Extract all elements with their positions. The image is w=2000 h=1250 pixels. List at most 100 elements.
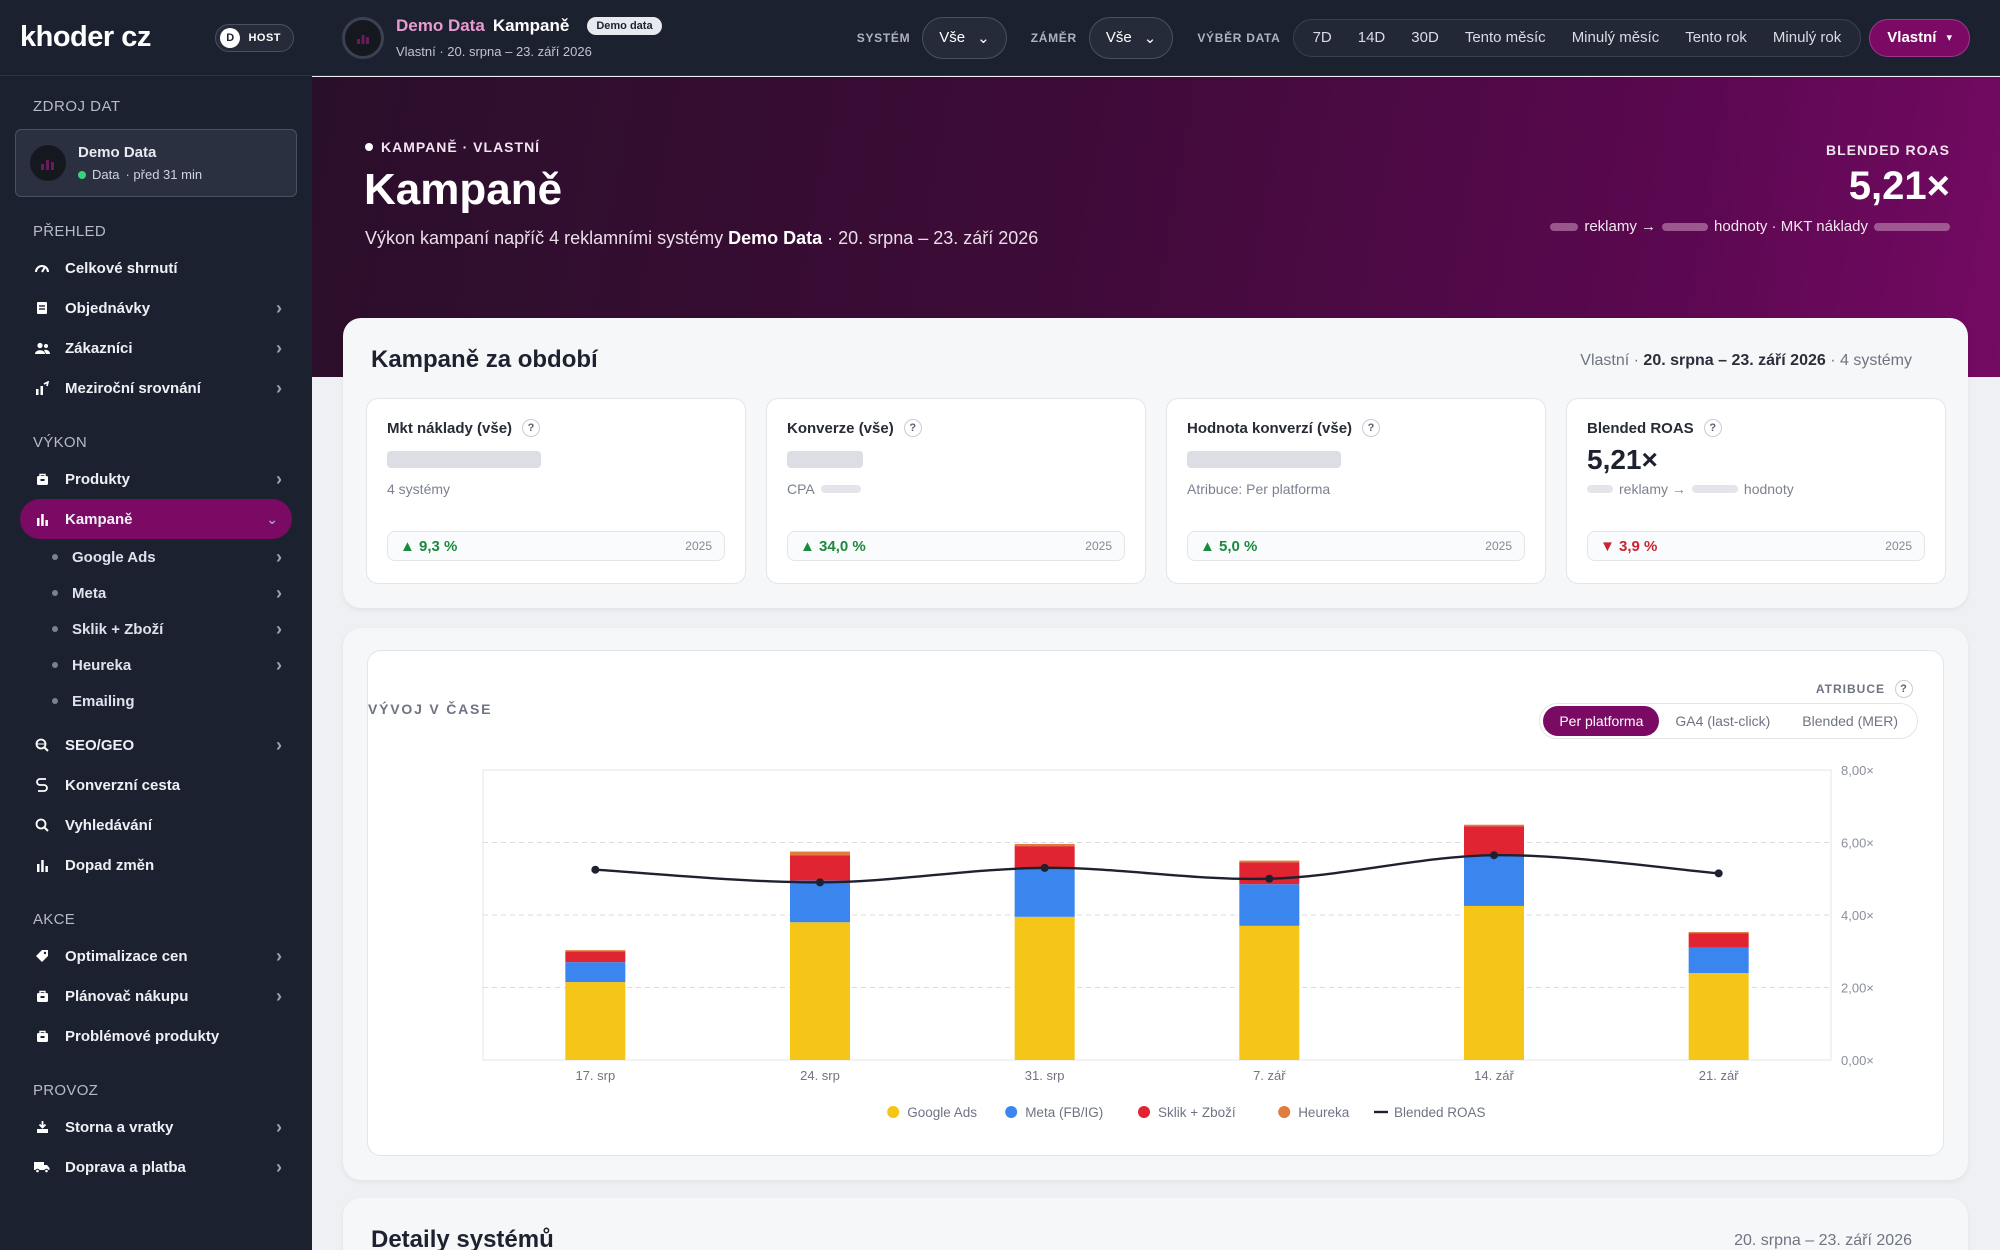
redacted-value [1691,485,1738,493]
formula-part-b: hodnoty · MKT náklady [1714,218,1868,235]
summary-title: Kampaně za období [371,346,598,373]
sidebar-item-doprava-a-platba[interactable]: Doprava a platba › [0,1147,312,1187]
sidebar-item-dopad-zmen[interactable]: Dopad změn [0,845,312,885]
kpi-card-conversions[interactable]: Konverze (vše)? CPA ▲ 34,0 % 2025 [766,398,1146,584]
help-icon[interactable]: ? [1895,680,1913,698]
sidebar-item-optimalizace-cen[interactable]: Optimalizace cen › [0,936,312,976]
host-badge[interactable]: D HOST [215,23,294,52]
point-blended-roas [591,865,600,874]
truck-icon [34,1159,50,1175]
sidebar-subitem-label: Sklik + Zboží [72,620,164,638]
bar-heureka [1688,932,1749,934]
legend-swatch-sklik-zbozi [1138,1106,1150,1118]
zamer-select[interactable]: Vše ⌄ [1088,16,1174,59]
sidebar-item-konverzni-cesta[interactable]: Konverzní cesta [0,765,312,805]
attribution-label: ATRIBUCE ? [1816,680,1913,698]
brand-logo[interactable]: khoder cz [20,21,151,53]
sidebar-subitem-heureka[interactable]: Heureka › [0,647,312,683]
sidebar-item-label: Dopad změn [65,856,155,874]
chart-heading: VÝVOJ V ČASE [368,701,493,717]
sidebar-item-planovac-nakupu[interactable]: Plánovač nákupu › [0,976,312,1016]
redacted-value [1550,222,1579,231]
summary-meta-prefix: Vlastní · [1580,352,1644,369]
sidebar-subitem-meta[interactable]: Meta › [0,575,312,611]
redacted-value [1587,485,1613,493]
help-icon[interactable]: ? [903,419,922,437]
y-tick-label: 8,00× [1841,763,1874,778]
formula-part-a: reklamy → [1584,218,1657,235]
bar-sklik-zbozi [1464,826,1524,856]
arrow-up-icon: ▲ [400,537,420,555]
hero-kicker: KAMPANĚ · VLASTNÍ [365,139,540,155]
help-icon[interactable]: ? [1703,419,1722,437]
hero-roas-formula: reklamy → hodnoty · MKT náklady [1550,218,1950,235]
chevron-down-icon: ⌄ [1143,29,1157,47]
chevron-right-icon: › [276,985,282,1006]
range-14d[interactable]: 14D [1357,29,1386,46]
hero-description: Výkon kampaní napříč 4 reklamními systém… [365,228,1038,249]
attribution-option-blended-mer[interactable]: Blended (MER) [1802,713,1898,729]
sidebar-item-vyhledavani[interactable]: Vyhledávání [0,805,312,845]
y-tick-label: 4,00× [1841,908,1874,923]
sidebar-item-storna-a-vratky[interactable]: Storna a vratky › [0,1107,312,1147]
nav-section-akce: AKCE [33,911,76,928]
details-meta: 20. srpna – 23. září 2026 [1734,1232,1912,1249]
range-tento-mesic[interactable]: Tento měsíc [1464,29,1546,46]
bar-heureka [565,950,626,952]
sidebar-item-objednavky[interactable]: Objednávky › [0,288,312,328]
custom-range-button[interactable]: Vlastní ▾ [1869,18,1970,57]
y-tick-label: 2,00× [1841,981,1874,996]
box-icon [34,1028,50,1044]
bar-sklik-zbozi [1688,933,1749,948]
sidebar-subitem-label: Heureka [72,656,132,674]
sidebar-subitem-sklik-zbozi[interactable]: Sklik + Zboží › [0,611,312,647]
campaigns-summary-panel: Kampaně za období Vlastní · 20. srpna – … [343,318,1968,608]
sidebar-item-zakaznici[interactable]: Zákazníci › [0,328,312,368]
workspace-logo-icon[interactable] [342,16,384,59]
page-title: Kampaně [492,16,570,35]
attribution-option-per-platforma[interactable]: Per platforma [1543,706,1660,736]
redacted-value [820,485,861,493]
source-logo-icon [30,145,66,181]
chevron-right-icon: › [276,618,282,639]
x-tick-label: 31. srp [1025,1068,1065,1083]
kpi-card-conversion-value[interactable]: Hodnota konverzí (vše)? Atribuce: Per pl… [1166,398,1546,584]
sidebar-item-kampane[interactable]: Kampaně ⌄ [20,499,292,539]
sidebar-item-produkty[interactable]: Produkty › [0,459,312,499]
workspace-name[interactable]: Demo Data [396,16,485,35]
sidebar-item-mezirocni-srovnani[interactable]: Meziroční srovnání › [0,368,312,408]
help-icon[interactable]: ? [1362,419,1381,437]
sidebar-subitem-emailing[interactable]: Emailing [0,683,312,719]
range-tento-rok[interactable]: Tento rok [1685,29,1747,46]
range-30d[interactable]: 30D [1411,29,1439,46]
source-name: Demo Data [78,144,157,161]
bullet-icon [52,590,58,596]
attribution-option-ga4-last-click[interactable]: GA4 (last-click) [1675,713,1771,729]
arrow-up-icon: ▲ [800,537,820,555]
sidebar-item-problemove-produkty[interactable]: Problémové produkty [0,1016,312,1056]
redacted-value [787,451,863,468]
sidebar-subitem-google-ads[interactable]: Google Ads › [0,539,312,575]
legend-swatch-heureka [1278,1106,1291,1118]
sidebar-item-label: Zákazníci [65,339,133,357]
zamer-filter-label: ZÁMĚR [1030,30,1077,45]
chevron-right-icon: › [276,297,282,318]
hero-roas-value: 5,21× [1848,164,1950,208]
sidebar-item-seo-geo[interactable]: SEO/GEO › [0,725,312,765]
system-select-value: Vše [939,29,966,46]
system-select[interactable]: Vše ⌄ [922,16,1007,59]
zamer-select-value: Vše [1105,29,1132,46]
data-source-selector[interactable]: Demo Data Data · před 31 min [15,129,297,197]
sidebar-nav: PŘEHLED Celkové shrnutí Objednávky › Zákazní… [0,223,312,1187]
help-icon[interactable]: ? [522,419,541,437]
kpi-card-costs[interactable]: Mkt náklady (vše)? 4 systémy ▲ 9,3 % 202… [366,398,746,584]
range-7d[interactable]: 7D [1312,29,1332,46]
range-minuly-rok[interactable]: Minulý rok [1772,29,1842,46]
box-icon [34,471,50,487]
kpi-sub: reklamy → hodnoty [1587,481,1794,497]
redacted-value [1662,222,1709,231]
sidebar-item-celkove-shrnuti[interactable]: Celkové shrnutí [0,248,312,288]
range-minuly-mesic[interactable]: Minulý měsíc [1571,29,1660,46]
search-icon [34,817,50,833]
kpi-card-blended-roas[interactable]: Blended ROAS? 5,21× reklamy → hodnoty ▼ … [1566,398,1946,584]
